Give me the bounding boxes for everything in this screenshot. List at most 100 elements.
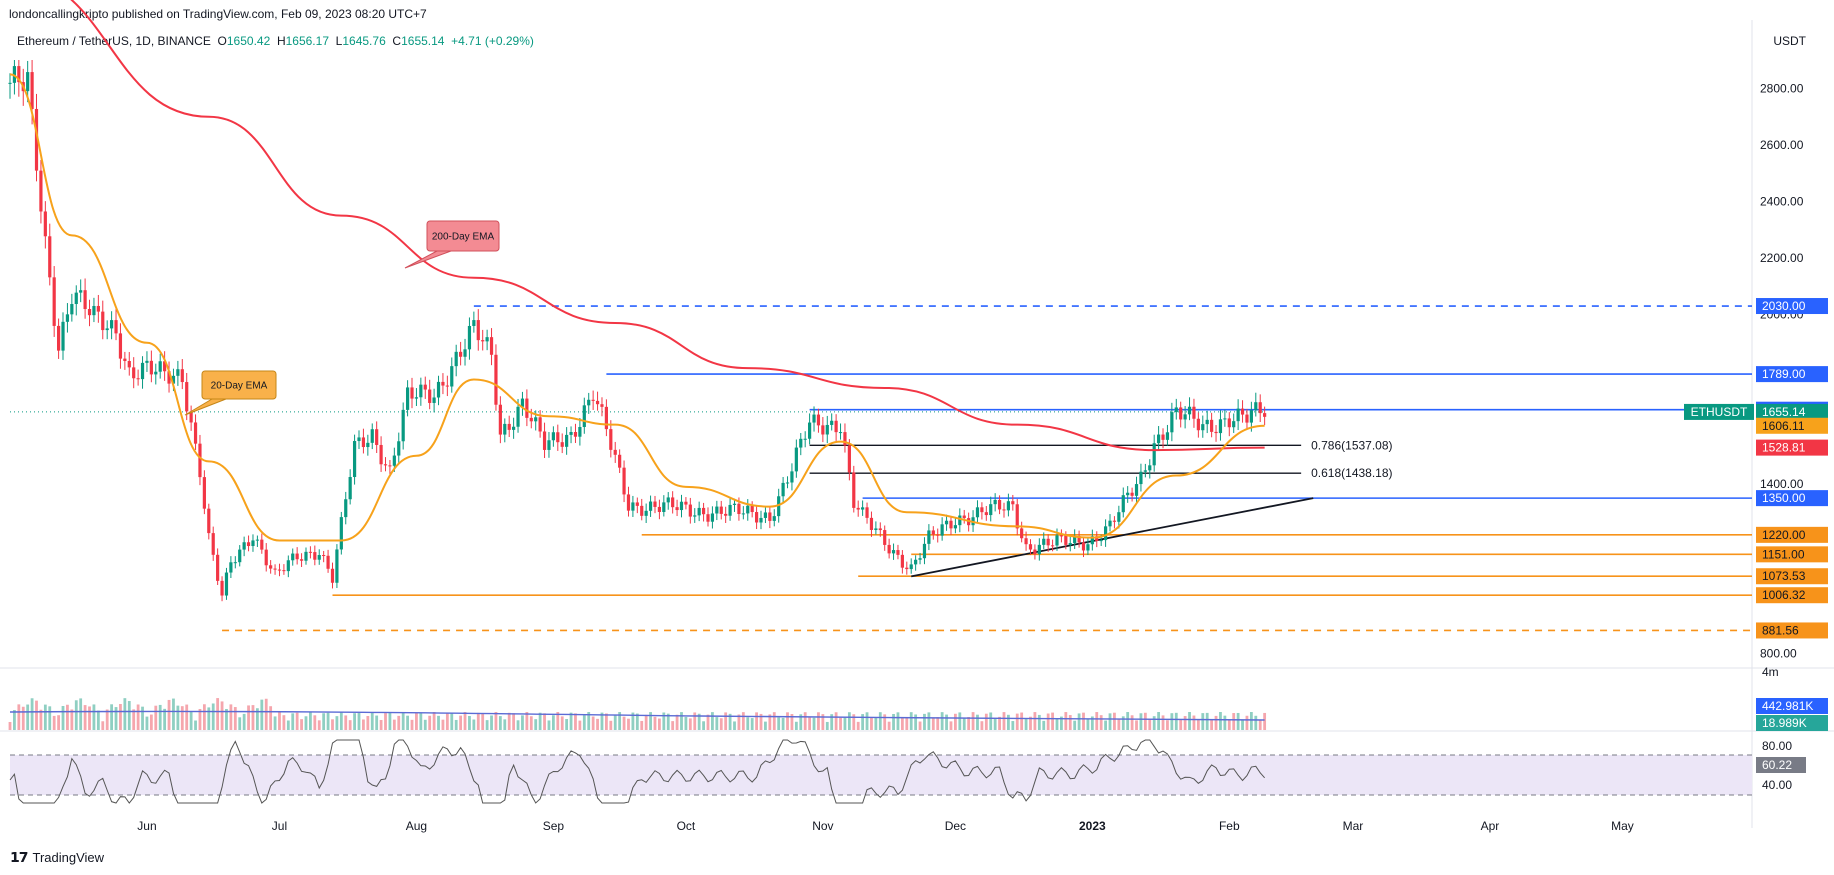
volume-bar	[900, 717, 904, 730]
volume-bar	[1157, 712, 1161, 730]
volume-bar	[260, 699, 264, 730]
volume-bar	[485, 720, 489, 730]
symbol-info-bar[interactable]: Ethereum / TetherUS, 1D, BINANCE O1650.4…	[17, 34, 534, 48]
volume-bar	[715, 717, 719, 730]
volume-bar	[1205, 712, 1209, 730]
candle-body	[489, 337, 494, 355]
volume-bar	[282, 715, 286, 730]
candle-body	[865, 507, 869, 518]
ascending-trendline	[911, 497, 1314, 578]
volume-bar	[521, 715, 524, 730]
volume-bar	[490, 715, 493, 730]
volume-bar	[803, 712, 807, 730]
ema20-note-label: 20-Day EMA	[211, 381, 268, 392]
volume-bar	[909, 712, 913, 730]
volume-bar	[335, 716, 339, 730]
price-tag	[1756, 366, 1828, 383]
volume-bar	[326, 712, 330, 730]
candle-body	[17, 66, 21, 83]
candle-body	[728, 504, 732, 516]
volume-bar	[507, 712, 511, 730]
volume-bar	[931, 718, 935, 730]
volume-bar	[644, 714, 648, 730]
volume-bar	[415, 713, 418, 730]
volume-bar	[498, 716, 502, 730]
candle-body	[472, 320, 476, 326]
volume-bar	[874, 717, 878, 730]
candle-body	[962, 515, 966, 519]
price-tag	[1756, 546, 1828, 563]
candle-body	[388, 465, 392, 467]
candle-body	[286, 560, 290, 572]
candle-body	[282, 570, 286, 572]
volume-bar	[432, 712, 436, 730]
volume-bar	[105, 709, 109, 730]
candle-body	[397, 441, 401, 456]
time-axis-label: Jun	[137, 819, 156, 833]
candle-body	[127, 361, 131, 368]
candle-body	[48, 236, 52, 278]
volume-bar	[70, 709, 74, 730]
volume-bar	[481, 713, 485, 730]
volume-bar	[653, 716, 657, 730]
symbol-name[interactable]: Ethereum / TetherUS, 1D, BINANCE	[17, 34, 211, 48]
volume-bar	[123, 698, 127, 730]
candle-body	[1050, 545, 1055, 547]
price-axis-tick: 2600.00	[1760, 138, 1804, 152]
candle-body	[26, 72, 30, 92]
volume-bar	[618, 712, 622, 730]
candle-body	[578, 426, 582, 437]
candle-body	[132, 367, 136, 379]
candle-body	[794, 447, 798, 472]
volume-bar	[675, 714, 679, 730]
price-axis-tick: 2200.00	[1760, 251, 1804, 265]
volume-bar	[627, 718, 630, 730]
volume-bar	[574, 713, 577, 730]
volume-bar	[755, 712, 758, 730]
tradingview-brand[interactable]: 𝟭𝟳 TradingView	[10, 849, 104, 866]
candle-body	[953, 525, 957, 529]
candle-body	[856, 507, 860, 510]
volume-bar	[737, 714, 741, 730]
volume-bar	[176, 705, 180, 730]
currency-label: USDT	[1773, 34, 1806, 48]
candle-body	[481, 340, 485, 342]
close-value: 1655.14	[401, 34, 445, 48]
candle-body	[74, 292, 78, 305]
volume-bar	[569, 712, 573, 730]
candle-body	[463, 349, 467, 357]
volume-bar	[1139, 713, 1143, 730]
volume-bar	[216, 698, 220, 730]
rsi-level-80: 80.00	[1762, 739, 1792, 753]
price-axis-tick: 2800.00	[1760, 82, 1804, 96]
candle-body	[768, 512, 772, 521]
candle-body	[772, 516, 776, 521]
volume-bar	[1113, 712, 1116, 730]
volume-bar	[180, 706, 184, 730]
candle-body	[843, 432, 847, 446]
candle-body	[167, 371, 171, 384]
candle-body	[556, 432, 560, 443]
volume-bar	[1108, 713, 1112, 730]
volume-bar	[905, 717, 909, 730]
time-axis-label: Nov	[812, 819, 833, 833]
candle-body	[123, 358, 127, 362]
candle-body	[441, 381, 445, 386]
candle-body	[808, 422, 812, 439]
rsi-level-40: 40.00	[1762, 778, 1792, 792]
volume-bar	[211, 703, 215, 730]
candle-body	[1015, 504, 1019, 529]
candle-body	[1068, 543, 1072, 545]
volume-bar	[927, 712, 931, 730]
rsi-tag	[1756, 757, 1806, 773]
volume-ma-tag-label: 18.989K	[1762, 716, 1807, 730]
price-tag	[1756, 587, 1828, 604]
candle-body	[847, 445, 851, 473]
candle-body	[52, 277, 56, 326]
price-tag	[1756, 622, 1828, 639]
volume-bar	[384, 713, 387, 730]
candle-body	[96, 305, 100, 312]
volume-bar	[1104, 720, 1107, 730]
volume-bar	[295, 712, 299, 730]
